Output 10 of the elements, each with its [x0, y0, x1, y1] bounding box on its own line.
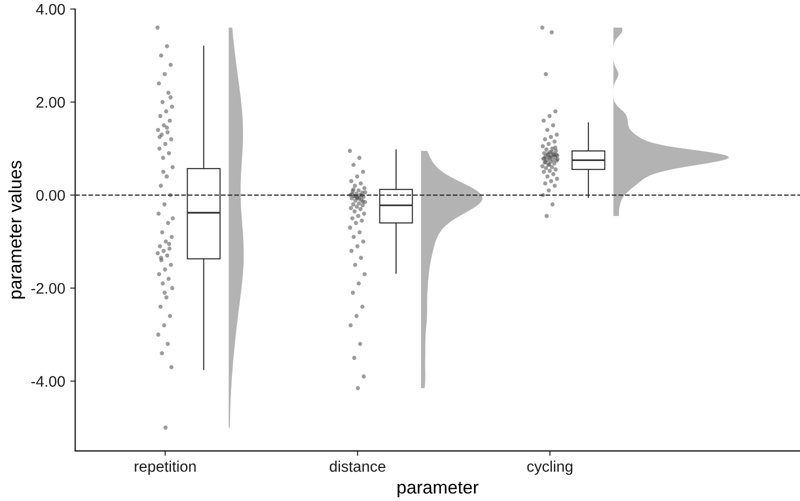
- y-tick-label: 0.00: [36, 190, 65, 201]
- y-tick-label: 4.00: [36, 4, 65, 15]
- y-tick-label: 2.00: [36, 96, 65, 108]
- x-axis-title: parameter: [398, 482, 478, 498]
- y-axis-title: parameter values: [8, 160, 26, 299]
- x-tick-label: repetition: [134, 460, 196, 475]
- y-tick-label: -2.00: [31, 282, 65, 294]
- x-tick-label: cycling: [527, 460, 572, 475]
- x-tick-label: distance: [330, 460, 386, 472]
- y-tick-label: -4.00: [31, 376, 65, 387]
